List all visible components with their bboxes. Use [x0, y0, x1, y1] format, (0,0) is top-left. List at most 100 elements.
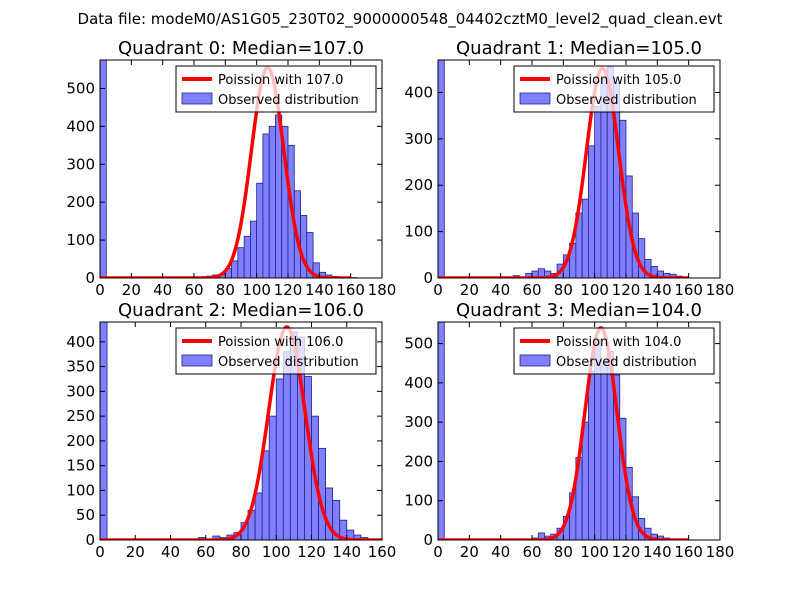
quadrant-1-legend-curve-label: Poission with 105.0 — [556, 73, 681, 88]
quadrant-2-title: Quadrant 2: Median=106.0 — [118, 300, 364, 321]
quadrant-1-xtick-label: 140 — [643, 281, 672, 299]
quadrant-1-hist-bar — [582, 199, 588, 278]
quadrant-0-xtick-label: 60 — [184, 281, 203, 299]
quadrant-3-legend-bar-swatch — [520, 355, 550, 366]
quadrant-2-xtick-label: 160 — [368, 543, 397, 561]
quadrant-2-hist-bar — [100, 322, 107, 540]
quadrant-2-xtick-label: 140 — [332, 543, 361, 561]
quadrant-3-xtick-label: 60 — [522, 543, 541, 561]
quadrant-3-hist-bar — [438, 322, 444, 540]
quadrant-1-legend: Poission with 105.0 Observed distribution — [514, 66, 714, 112]
quadrant-0-ytick-label: 400 — [66, 117, 95, 135]
quadrant-3-xtick-label: 160 — [674, 543, 703, 561]
quadrant-3-xtick-label: 0 — [433, 543, 443, 561]
quadrant-1-xtick-label: 80 — [554, 281, 573, 299]
quadrant-1-ytick-label: 200 — [404, 176, 433, 194]
quadrant-0-xtick-label: 80 — [216, 281, 235, 299]
quadrant-3-hist-bar — [601, 361, 607, 540]
quadrant-0-legend-bar-swatch — [182, 93, 212, 104]
figure-suptitle: Data file: modeM0/AS1G05_230T02_90000005… — [78, 10, 723, 29]
quadrant-2-xtick-label: 80 — [231, 543, 250, 561]
quadrant-2-hist-bar — [283, 352, 290, 540]
quadrant-0-hist-bar — [263, 134, 269, 278]
quadrant-0-xtick-label: 100 — [242, 281, 271, 299]
quadrant-1-hist-bar — [595, 106, 601, 278]
quadrant-0-xtick-label: 20 — [122, 281, 141, 299]
quadrant-2-hist-bar — [276, 379, 283, 540]
quadrant-2-xtick-label: 120 — [297, 543, 326, 561]
quadrant-0-title: Quadrant 0: Median=107.0 — [118, 38, 364, 59]
quadrant-1-xtick-label: 120 — [612, 281, 641, 299]
quadrant-2-legend-curve-label: Poission with 106.0 — [218, 335, 343, 350]
quadrant-2-ytick-label: 250 — [66, 407, 95, 425]
quadrant-2-ytick-label: 0 — [85, 531, 95, 549]
quadrant-0-ytick-label: 200 — [66, 193, 95, 211]
quadrant-1-xtick-label: 100 — [580, 281, 609, 299]
quadrant-2-legend-bar-label: Observed distribution — [218, 355, 359, 370]
quadrant-1-xtick-label: 0 — [433, 281, 443, 299]
quadrant-2-ytick-label: 350 — [66, 358, 95, 376]
quadrant-0-ytick-label: 500 — [66, 79, 95, 97]
quadrant-0-legend-curve-label: Poission with 107.0 — [218, 73, 343, 88]
quadrant-2-legend-bar-swatch — [182, 355, 212, 366]
quadrant-0-xtick-label: 120 — [274, 281, 303, 299]
quadrant-1-xtick-label: 160 — [674, 281, 703, 299]
quadrant-2-ytick-label: 200 — [66, 432, 95, 450]
quadrant-3-legend-curve-label: Poission with 104.0 — [556, 335, 681, 350]
quadrant-2-ytick-label: 100 — [66, 481, 95, 499]
quadrant-2-hist-bar — [262, 451, 269, 540]
quadrant-3-ytick-label: 500 — [404, 335, 433, 353]
quadrant-1-xtick-label: 40 — [491, 281, 510, 299]
quadrant-2-ytick-label: 50 — [76, 506, 95, 524]
quadrant-3-xtick-label: 140 — [643, 543, 672, 561]
quadrant-0-hist-bar — [244, 236, 250, 278]
quadrant-3-legend-bar-label: Observed distribution — [556, 355, 697, 370]
quadrant-1-xtick-label: 20 — [460, 281, 479, 299]
quadrant-1-ytick-label: 300 — [404, 130, 433, 148]
quadrant-1-ytick-label: 0 — [423, 269, 433, 287]
quadrant-1-ytick-label: 400 — [404, 83, 433, 101]
quadrant-3-title: Quadrant 3: Median=104.0 — [456, 300, 702, 321]
quadrant-3-xtick-label: 180 — [706, 543, 735, 561]
quadrant-2-ytick-label: 150 — [66, 457, 95, 475]
quadrant-0-ytick-label: 0 — [85, 269, 95, 287]
quadrant-1-xtick-label: 180 — [706, 281, 735, 299]
quadrant-0-hist-bar — [269, 126, 275, 278]
quadrant-0-xtick-label: 180 — [368, 281, 397, 299]
quadrant-0-hist-bar — [301, 215, 307, 278]
quadrant-1-ytick-label: 100 — [404, 223, 433, 241]
quadrant-2-xtick-label: 20 — [126, 543, 145, 561]
quadrant-0-hist-bar — [232, 261, 238, 278]
quadrant-2-xtick-label: 0 — [95, 543, 105, 561]
quadrant-3-ytick-label: 0 — [423, 531, 433, 549]
quadrant-0-hist-bar — [100, 60, 106, 278]
quadrant-2-xtick-label: 100 — [262, 543, 291, 561]
quadrant-3-legend: Poission with 104.0 Observed distribution — [514, 328, 714, 374]
quadrant-0-ytick-label: 300 — [66, 155, 95, 173]
quadrant-1-title: Quadrant 1: Median=105.0 — [456, 38, 702, 59]
quadrant-1-hist-bar — [588, 146, 594, 278]
quadrant-3-ytick-label: 300 — [404, 413, 433, 431]
quadrant-2-hist-bar — [255, 493, 262, 540]
quadrant-1-legend-bar-swatch — [520, 93, 550, 104]
quadrant-0-ytick-label: 100 — [66, 231, 95, 249]
quadrant-2-ytick-label: 400 — [66, 333, 95, 351]
quadrant-0-xtick-label: 140 — [305, 281, 334, 299]
quadrant-3-xtick-label: 80 — [554, 543, 573, 561]
quadrant-2-ytick-label: 300 — [66, 382, 95, 400]
quadrant-0-hist-bar — [250, 221, 256, 278]
quadrant-2-xtick-label: 60 — [196, 543, 215, 561]
quadrant-0-xtick-label: 40 — [153, 281, 172, 299]
quadrant-2-legend: Poission with 106.0 Observed distribution — [176, 328, 376, 374]
quadrant-3-ytick-label: 400 — [404, 374, 433, 392]
quadrant-1-legend-bar-label: Observed distribution — [556, 93, 697, 108]
quadrant-3-hist-bar — [588, 371, 594, 540]
quadrant-2-hist-bar — [269, 416, 276, 540]
quadrant-3-ytick-label: 100 — [404, 492, 433, 510]
